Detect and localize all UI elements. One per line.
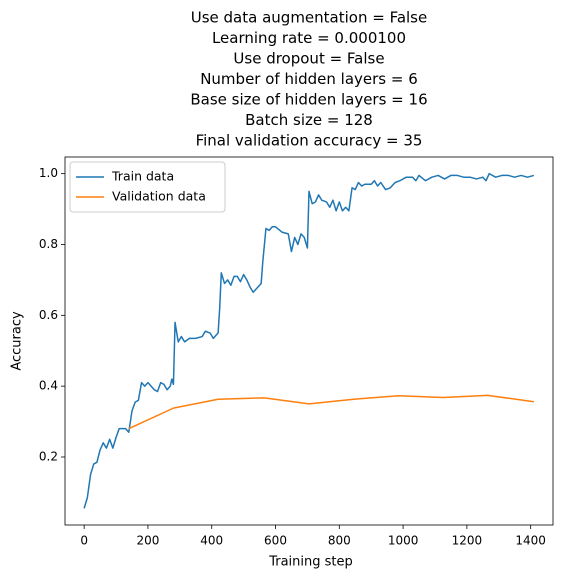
x-tick-label: 800 <box>328 534 351 548</box>
x-tick-label: 400 <box>200 534 223 548</box>
y-tick-label: 0.6 <box>39 308 58 322</box>
x-tick-label: 1400 <box>515 534 546 548</box>
y-tick-label: 0.4 <box>39 379 58 393</box>
x-tick-label: 1200 <box>452 534 483 548</box>
x-tick-label: 600 <box>264 534 287 548</box>
legend-box <box>69 161 226 213</box>
chart-title: Batch size = 128 <box>245 111 373 129</box>
y-tick-label: 1.0 <box>39 166 58 180</box>
x-tick-label: 200 <box>136 534 159 548</box>
chart-title: Use data augmentation = False <box>191 9 427 27</box>
x-tick-label: 0 <box>80 534 88 548</box>
legend-label: Validation data <box>112 189 206 204</box>
series-line <box>128 394 534 430</box>
y-tick-label: 0.8 <box>39 237 58 251</box>
x-axis-label: Training step <box>268 555 353 570</box>
y-axis-label: Accuracy <box>10 311 25 371</box>
chart-title: Learning rate = 0.000100 <box>212 29 406 47</box>
chart-title: Final validation accuracy = 35 <box>196 132 423 150</box>
chart-title: Base size of hidden layers = 16 <box>190 91 427 109</box>
series-line <box>83 172 535 509</box>
legend-label: Train data <box>111 169 174 184</box>
chart-title: Number of hidden layers = 6 <box>200 70 418 88</box>
chart-title: Use dropout = False <box>233 50 384 68</box>
plot-frame <box>64 156 554 526</box>
y-tick-label: 0.2 <box>39 449 58 463</box>
x-tick-label: 1000 <box>388 534 419 548</box>
